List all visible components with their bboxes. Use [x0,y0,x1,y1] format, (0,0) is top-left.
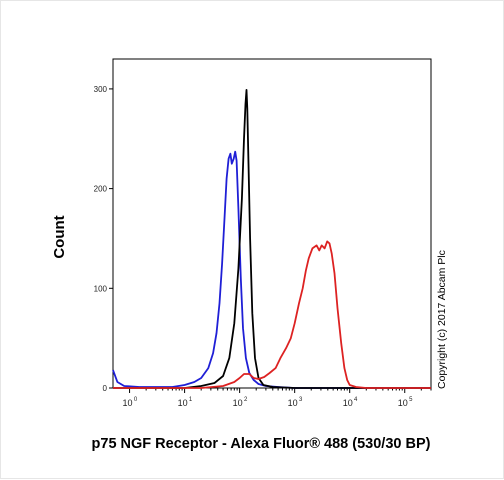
y-axis-label: Count [51,215,68,258]
y-tick-label: 200 [94,185,108,194]
y-tick-label: 0 [103,384,108,393]
histogram-series-2 [113,89,431,389]
x-tick-exponent: 4 [354,397,358,403]
x-tick-exponent: 1 [189,397,193,403]
series-layer [112,89,431,389]
y-tick-label: 100 [94,284,108,293]
x-tick-label: 10 [398,398,408,408]
x-tick-label: 10 [123,398,133,408]
x-tick-exponent: 5 [409,397,413,403]
x-axis-label: p75 NGF Receptor - Alexa Fluor® 488 (530… [92,436,431,452]
y-tick-label: 300 [94,85,108,94]
plot-frame [112,58,432,389]
histogram-series-3 [113,240,431,389]
copyright-annotation: Copyright (c) 2017 Abcam Plc [436,250,448,389]
x-tick-label: 10 [343,398,353,408]
x-tick-label: 10 [178,398,188,408]
x-tick-label: 10 [288,398,298,408]
x-tick-exponent: 0 [134,397,138,403]
histogram-series-1 [112,150,431,389]
x-tick-exponent: 3 [299,397,303,403]
x-tick-label: 10 [233,398,243,408]
x-tick-exponent: 2 [244,397,248,403]
